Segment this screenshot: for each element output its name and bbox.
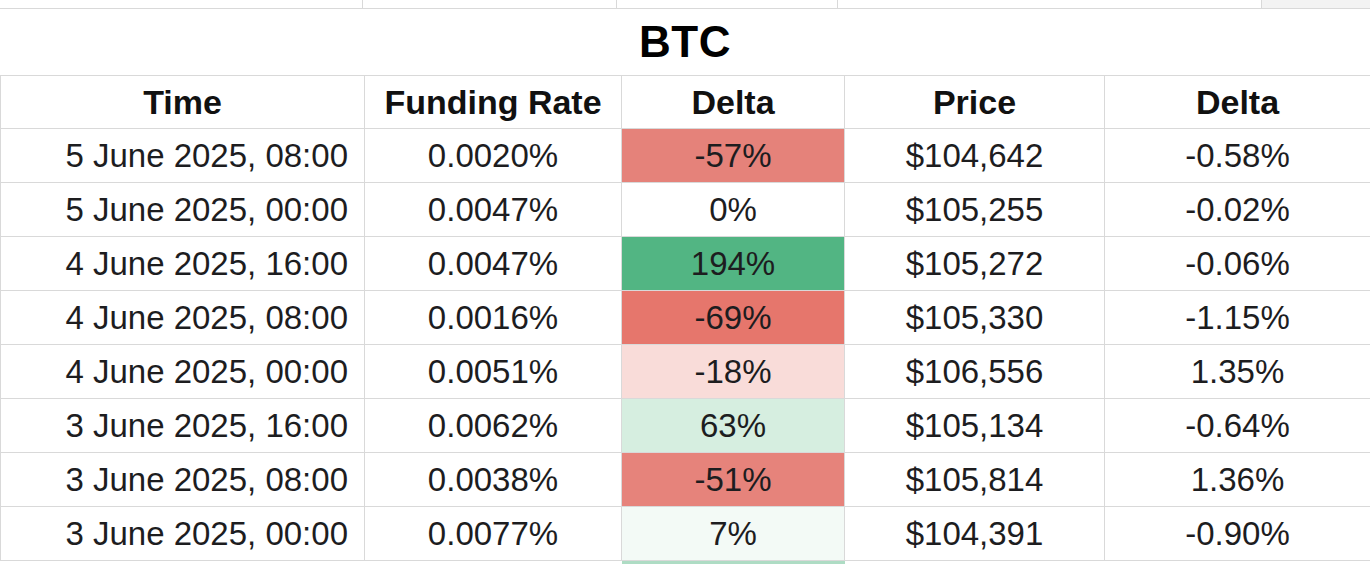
cell-time[interactable]: 5 June 2025, 00:00 xyxy=(0,183,365,237)
spreadsheet-view: BTC TimeFunding RateDeltaPriceDelta5 Jun… xyxy=(0,0,1370,564)
partial-cell xyxy=(0,0,363,8)
cell-price-delta[interactable]: 1.35% xyxy=(1105,345,1370,399)
partial-cell xyxy=(617,0,838,8)
cell-price-delta[interactable]: -1.15% xyxy=(1105,291,1370,345)
cell-funding-rate[interactable]: 0.0051% xyxy=(365,345,622,399)
cell-price-delta[interactable]: -0.64% xyxy=(1105,399,1370,453)
cell-price-delta[interactable]: -0.06% xyxy=(1105,237,1370,291)
cell-funding-rate-delta[interactable]: -69% xyxy=(622,291,845,345)
cell-funding-rate[interactable]: 0.0062% xyxy=(365,399,622,453)
cell-funding-rate-delta[interactable]: -51% xyxy=(622,453,845,507)
partial-row-above xyxy=(0,0,1370,9)
cell-funding-rate[interactable]: 0.0077% xyxy=(365,507,622,561)
cell-price-delta[interactable]: -0.58% xyxy=(1105,129,1370,183)
data-table: TimeFunding RateDeltaPriceDelta5 June 20… xyxy=(0,76,1370,561)
cell-funding-rate[interactable]: 0.0016% xyxy=(365,291,622,345)
partial-cell xyxy=(1262,0,1370,8)
cell-funding-rate[interactable]: 0.0038% xyxy=(365,453,622,507)
cell-price[interactable]: $105,330 xyxy=(845,291,1105,345)
cell-price[interactable]: $105,814 xyxy=(845,453,1105,507)
cell-price-delta[interactable]: -0.02% xyxy=(1105,183,1370,237)
cell-price[interactable]: $105,272 xyxy=(845,237,1105,291)
cell-price[interactable]: $105,255 xyxy=(845,183,1105,237)
partial-cell xyxy=(838,0,1262,8)
cell-price-delta[interactable]: 1.36% xyxy=(1105,453,1370,507)
partial-cell xyxy=(363,0,617,8)
cell-funding-rate-delta[interactable]: 194% xyxy=(622,237,845,291)
header-cell-price-delta[interactable]: Delta xyxy=(1105,76,1370,129)
cell-time[interactable]: 3 June 2025, 00:00 xyxy=(0,507,365,561)
cell-price[interactable]: $104,642 xyxy=(845,129,1105,183)
cell-funding-rate[interactable]: 0.0020% xyxy=(365,129,622,183)
cell-price-delta[interactable]: -0.90% xyxy=(1105,507,1370,561)
header-cell-funding-rate-delta[interactable]: Delta xyxy=(622,76,845,129)
cell-time[interactable]: 4 June 2025, 00:00 xyxy=(0,345,365,399)
cell-time[interactable]: 5 June 2025, 08:00 xyxy=(0,129,365,183)
sheet-title: BTC xyxy=(639,17,731,67)
cell-price[interactable]: $105,134 xyxy=(845,399,1105,453)
cell-time[interactable]: 4 June 2025, 16:00 xyxy=(0,237,365,291)
cell-funding-rate-delta[interactable]: -18% xyxy=(622,345,845,399)
cell-price[interactable]: $104,391 xyxy=(845,507,1105,561)
cell-time[interactable]: 4 June 2025, 08:00 xyxy=(0,291,365,345)
cell-funding-rate-delta[interactable]: 0% xyxy=(622,183,845,237)
cell-funding-rate-delta[interactable]: 7% xyxy=(622,507,845,561)
cell-funding-rate-delta[interactable]: -57% xyxy=(622,129,845,183)
cell-funding-rate-delta[interactable]: 63% xyxy=(622,399,845,453)
title-cell[interactable]: BTC xyxy=(0,9,1370,76)
cell-funding-rate[interactable]: 0.0047% xyxy=(365,183,622,237)
cell-price[interactable]: $106,556 xyxy=(845,345,1105,399)
header-cell-funding-rate[interactable]: Funding Rate xyxy=(365,76,622,129)
cell-funding-rate[interactable]: 0.0047% xyxy=(365,237,622,291)
cell-time[interactable]: 3 June 2025, 08:00 xyxy=(0,453,365,507)
cell-time[interactable]: 3 June 2025, 16:00 xyxy=(0,399,365,453)
header-cell-time[interactable]: Time xyxy=(0,76,365,129)
header-cell-price[interactable]: Price xyxy=(845,76,1105,129)
